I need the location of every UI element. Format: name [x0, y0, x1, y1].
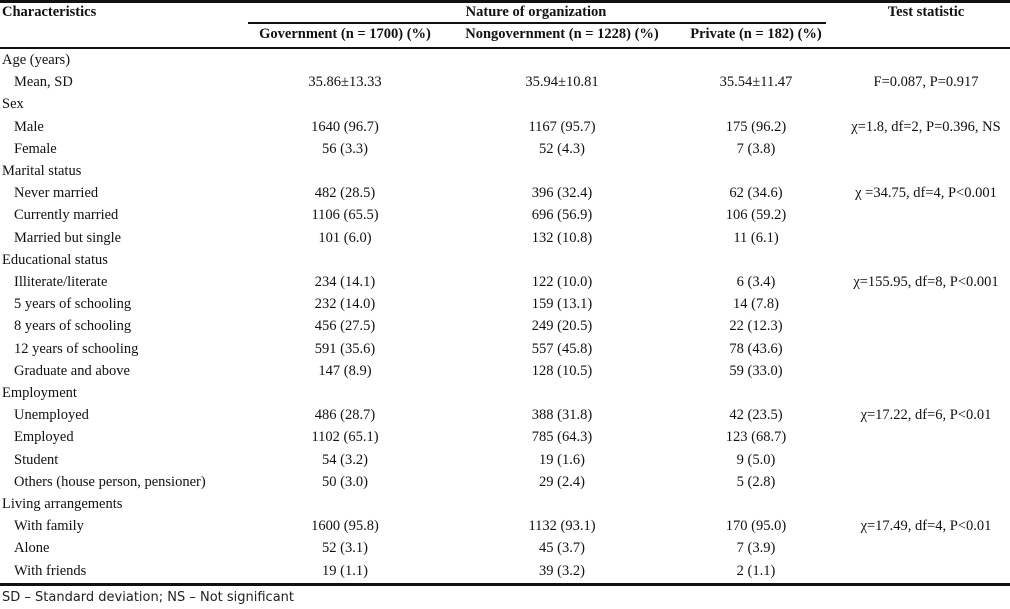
cell-test-statistic: χ =34.75, df=4, P<0.001 — [855, 185, 997, 201]
row-label: Never married — [14, 185, 99, 201]
cell-government: 234 (14.1) — [314, 274, 376, 290]
cell-nongovernment: 132 (10.8) — [531, 230, 593, 246]
row-label: With friends — [14, 563, 87, 579]
row-label: Currently married — [14, 207, 119, 223]
cell-nongovernment: 1132 (93.1) — [528, 518, 596, 534]
cell-government: 1102 (65.1) — [311, 429, 379, 445]
cell-government: 482 (28.5) — [314, 185, 376, 201]
cell-test-statistic: F=0.087, P=0.917 — [873, 74, 979, 90]
cell-nongovernment: 249 (20.5) — [531, 318, 593, 334]
row-label: 8 years of schooling — [14, 318, 132, 334]
cell-nongovernment: 388 (31.8) — [531, 407, 593, 423]
cell-nongovernment: 696 (56.9) — [531, 207, 593, 223]
category-label: Age (years) — [2, 52, 71, 68]
cell-private: 106 (59.2) — [725, 207, 787, 223]
cell-nongovernment: 52 (4.3) — [539, 141, 585, 157]
row-label: Employed — [14, 429, 74, 445]
cell-government: 1640 (96.7) — [311, 119, 379, 135]
row-label: Female — [14, 141, 57, 157]
cell-nongovernment: 39 (3.2) — [539, 563, 585, 579]
row-label: Mean, SD — [14, 74, 73, 90]
category-label: Marital status — [2, 163, 82, 179]
cell-nongovernment: 557 (45.8) — [531, 341, 593, 357]
cell-nongovernment: 29 (2.4) — [539, 474, 585, 490]
cell-private: 5 (2.8) — [736, 474, 776, 490]
row-label: Student — [14, 452, 59, 468]
subheader-rule — [248, 22, 826, 24]
cell-government: 35.86±13.33 — [308, 74, 382, 90]
cell-government: 591 (35.6) — [314, 341, 376, 357]
cell-private: 35.54±11.47 — [719, 74, 793, 90]
cell-government: 54 (3.2) — [322, 452, 368, 468]
cell-private: 6 (3.4) — [736, 274, 776, 290]
row-label: 5 years of schooling — [14, 296, 132, 312]
row-label: Married but single — [14, 230, 122, 246]
cell-private: 170 (95.0) — [725, 518, 787, 534]
cell-government: 50 (3.0) — [322, 474, 368, 490]
row-label: Illiterate/literate — [14, 274, 108, 290]
cell-nongovernment: 45 (3.7) — [539, 540, 585, 556]
cell-test-statistic: χ=17.49, df=4, P<0.01 — [860, 518, 992, 534]
header-test-statistic: Test statistic — [887, 4, 965, 20]
cell-private: 123 (68.7) — [725, 429, 787, 445]
cell-nongovernment: 35.94±10.81 — [525, 74, 599, 90]
cell-private: 2 (1.1) — [736, 563, 776, 579]
header-nongovernment: Nongovernment (n = 1228) (%) — [465, 26, 659, 42]
cell-private: 78 (43.6) — [729, 341, 783, 357]
cell-government: 101 (6.0) — [318, 230, 372, 246]
category-label: Employment — [2, 385, 77, 401]
cell-private: 14 (7.8) — [733, 296, 779, 312]
cell-private: 59 (33.0) — [729, 363, 783, 379]
cell-test-statistic: χ=155.95, df=8, P<0.001 — [853, 274, 999, 290]
header-characteristics: Characteristics — [2, 4, 97, 20]
category-label: Living arrangements — [2, 496, 123, 512]
row-label: Unemployed — [14, 407, 89, 423]
row-label: Graduate and above — [14, 363, 130, 379]
cell-government: 456 (27.5) — [314, 318, 376, 334]
cell-government: 56 (3.3) — [322, 141, 368, 157]
cell-private: 175 (96.2) — [725, 119, 787, 135]
cell-government: 1600 (95.8) — [311, 518, 379, 534]
cell-private: 22 (12.3) — [729, 318, 783, 334]
cell-private: 62 (34.6) — [729, 185, 783, 201]
header-private: Private (n = 182) (%) — [690, 26, 822, 42]
table-top-rule — [0, 0, 1010, 3]
category-label: Sex — [2, 96, 24, 112]
row-label: Others (house person, pensioner) — [14, 474, 206, 490]
header-bottom-rule — [0, 47, 1010, 49]
cell-government: 52 (3.1) — [322, 540, 368, 556]
cell-government: 19 (1.1) — [322, 563, 368, 579]
cell-nongovernment: 396 (32.4) — [531, 185, 593, 201]
cell-nongovernment: 122 (10.0) — [531, 274, 593, 290]
table-bottom-rule — [0, 583, 1010, 586]
table-footnote: SD – Standard deviation; NS – Not signif… — [2, 590, 295, 605]
row-label: With family — [14, 518, 84, 534]
cell-test-statistic: χ=17.22, df=6, P<0.01 — [860, 407, 992, 423]
header-government: Government (n = 1700) (%) — [259, 26, 431, 42]
row-label: 12 years of schooling — [14, 341, 139, 357]
cell-nongovernment: 159 (13.1) — [531, 296, 593, 312]
cell-government: 1106 (65.5) — [311, 207, 379, 223]
cell-nongovernment: 19 (1.6) — [539, 452, 585, 468]
cell-private: 9 (5.0) — [736, 452, 776, 468]
cell-test-statistic: χ=1.8, df=2, P=0.396, NS — [851, 119, 1001, 135]
cell-private: 42 (23.5) — [729, 407, 783, 423]
row-label: Male — [14, 119, 44, 135]
row-label: Alone — [14, 540, 50, 556]
category-label: Educational status — [2, 252, 108, 268]
cell-government: 232 (14.0) — [314, 296, 376, 312]
cell-private: 7 (3.8) — [736, 141, 776, 157]
cell-nongovernment: 128 (10.5) — [531, 363, 593, 379]
cell-private: 7 (3.9) — [736, 540, 776, 556]
cell-nongovernment: 1167 (95.7) — [528, 119, 596, 135]
header-nature-of-organization: Nature of organization — [465, 4, 607, 20]
cell-government: 486 (28.7) — [314, 407, 376, 423]
cell-private: 11 (6.1) — [733, 230, 779, 246]
cell-nongovernment: 785 (64.3) — [531, 429, 593, 445]
cell-government: 147 (8.9) — [318, 363, 372, 379]
